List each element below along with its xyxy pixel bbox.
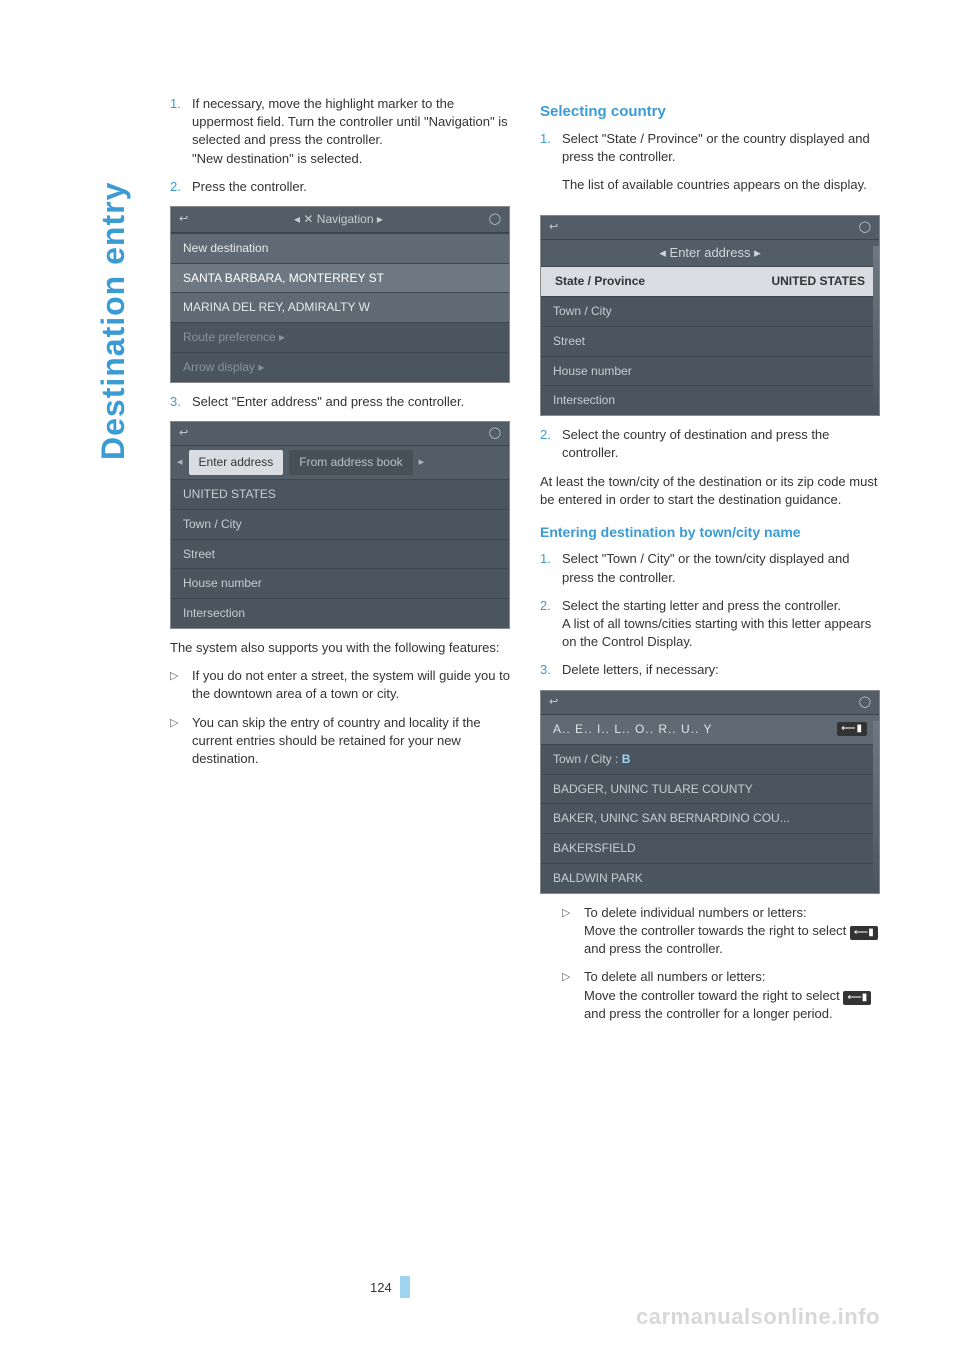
page-number: 124: [370, 1276, 410, 1298]
menu-item: MARINA DEL REY, ADMIRALTY W: [171, 292, 509, 322]
left-column: 1. If necessary, move the highlight mark…: [170, 95, 510, 1033]
arrow-right-icon: ▸: [419, 455, 425, 470]
step-subtext: The list of available countries appears …: [562, 176, 880, 194]
screenshot-title: ◂ Enter address ▸: [541, 240, 879, 266]
bullet-item: ▷ If you do not enter a street, the syst…: [170, 667, 510, 703]
paragraph: At least the town/city of the destinatio…: [540, 473, 880, 509]
menu-item: UNITED STATES: [171, 479, 509, 509]
corner-icon: ◯: [859, 695, 871, 710]
section-title: Destination entry: [95, 182, 132, 460]
step-text: If necessary, move the highlight marker …: [192, 96, 508, 147]
bullet-item: ▷ You can skip the entry of country and …: [170, 714, 510, 769]
step-3: 3. Delete letters, if necessary:: [540, 661, 880, 679]
step-number: 3.: [170, 393, 192, 411]
bullet-icon: ▷: [562, 904, 584, 959]
menu-item: House number: [171, 568, 509, 598]
input-value: B: [622, 752, 631, 766]
nav-screenshot-3: ↩ ◯ ◂ Enter address ▸ State / Province U…: [540, 215, 880, 417]
step-2: 2. Press the controller.: [170, 178, 510, 196]
nav-screenshot-4: ↩ ◯ A.. E.. I.. L.. O.. R.. U.. Y ⟵▮ Tow…: [540, 690, 880, 894]
step-text: Select "Town / City" or the town/city di…: [562, 550, 880, 586]
backspace-icon: ⟵▮: [837, 722, 867, 736]
corner-icon: ◯: [489, 212, 501, 227]
step-1: 1. Select "State / Province" or the coun…: [540, 130, 880, 205]
bullet-icon: ▷: [562, 968, 584, 1023]
heading-town-city: Entering destination by town/city name: [540, 523, 880, 543]
arrow-left-icon: ◂: [177, 455, 183, 470]
bullet-text: You can skip the entry of country and lo…: [192, 714, 510, 769]
bullet-item: ▷ To delete all numbers or letters: Move…: [562, 968, 880, 1023]
back-icon: ↩: [549, 220, 558, 235]
right-column: Selecting country 1. Select "State / Pro…: [540, 95, 880, 1033]
menu-item: Town / City: [171, 509, 509, 539]
back-icon: ↩: [179, 212, 188, 227]
bullet-text: If you do not enter a street, the system…: [192, 667, 510, 703]
step-text: Select "Enter address" and press the con…: [192, 393, 510, 411]
menu-item: Street: [171, 539, 509, 569]
step-1: 1. If necessary, move the highlight mark…: [170, 95, 510, 168]
input-row: Town / City : B: [541, 744, 879, 774]
bullet-icon: ▷: [170, 714, 192, 769]
bullet-item: ▷ To delete individual numbers or letter…: [562, 904, 880, 959]
step-3: 3. Select "Enter address" and press the …: [170, 393, 510, 411]
bullet-text: To delete individual numbers or letters:: [584, 905, 807, 920]
nav-screenshot-1: ↩ ◂ ✕ Navigation ▸ ◯ New destination SAN…: [170, 206, 510, 383]
tab-address-book: From address book: [289, 450, 412, 475]
list-item: BAKER, UNINC SAN BERNARDINO COU...: [541, 803, 879, 833]
back-icon: ↩: [179, 426, 188, 441]
menu-item: New destination: [171, 233, 509, 263]
menu-item: House number: [541, 356, 879, 386]
step-2: 2. Select the starting letter and press …: [540, 597, 880, 652]
step-subtext: "New destination" is selected.: [192, 151, 362, 166]
step-number: 1.: [540, 130, 562, 205]
nav-screenshot-2: ↩ ◯ ◂ Enter address From address book ▸ …: [170, 421, 510, 629]
corner-icon: ◯: [859, 220, 871, 235]
bullet-text: To delete all numbers or letters:: [584, 969, 765, 984]
menu-item-selected: State / Province UNITED STATES: [541, 266, 879, 296]
menu-item-dim: Route preference ▸: [171, 322, 509, 352]
bullet-text: and press the controller.: [584, 941, 723, 956]
step-number: 2.: [540, 597, 562, 652]
menu-item: Street: [541, 326, 879, 356]
backspace-icon: ⟵▮: [850, 926, 878, 940]
step-text: Select the country of destination and pr…: [562, 426, 880, 462]
tab-enter-address: Enter address: [189, 450, 284, 475]
paragraph: The system also supports you with the fo…: [170, 639, 510, 657]
scrollbar: [873, 246, 879, 416]
step-2: 2. Select the country of destination and…: [540, 426, 880, 462]
menu-item-dim: Arrow display ▸: [171, 352, 509, 382]
bullet-text: Move the controller toward the right to …: [584, 988, 840, 1003]
scrollbar: [873, 721, 879, 893]
list-item: BADGER, UNINC TULARE COUNTY: [541, 774, 879, 804]
page-number-bar: [400, 1276, 410, 1298]
corner-icon: ◯: [489, 426, 501, 441]
menu-item: Town / City: [541, 296, 879, 326]
step-text: Select the starting letter and press the…: [562, 597, 880, 615]
page-content: 1. If necessary, move the highlight mark…: [0, 0, 960, 1093]
step-text: Press the controller.: [192, 178, 510, 196]
bullet-text: Move the controller towards the right to…: [584, 923, 846, 938]
step-number: 2.: [170, 178, 192, 196]
step-1: 1. Select "Town / City" or the town/city…: [540, 550, 880, 586]
bullet-text: and press the controller for a longer pe…: [584, 1006, 833, 1021]
step-number: 1.: [540, 550, 562, 586]
step-text: Delete letters, if necessary:: [562, 661, 880, 679]
step-text: Select "State / Province" or the country…: [562, 130, 880, 166]
letter-selector: A.. E.. I.. L.. O.. R.. U.. Y: [553, 721, 712, 738]
heading-selecting-country: Selecting country: [540, 101, 880, 122]
back-icon: ↩: [549, 695, 558, 710]
list-item: BAKERSFIELD: [541, 833, 879, 863]
menu-item: Intersection: [541, 385, 879, 415]
step-number: 1.: [170, 95, 192, 168]
step-number: 2.: [540, 426, 562, 462]
menu-item-selected: SANTA BARBARA, MONTERREY ST: [171, 263, 509, 293]
backspace-icon: ⟵▮: [843, 991, 871, 1005]
watermark: carmanualsonline.info: [636, 1304, 880, 1330]
step-subtext: A list of all towns/cities starting with…: [562, 615, 880, 651]
list-item: BALDWIN PARK: [541, 863, 879, 893]
step-number: 3.: [540, 661, 562, 679]
screenshot-title: ◂ ✕ Navigation ▸: [294, 211, 383, 228]
bullet-icon: ▷: [170, 667, 192, 703]
menu-item: Intersection: [171, 598, 509, 628]
